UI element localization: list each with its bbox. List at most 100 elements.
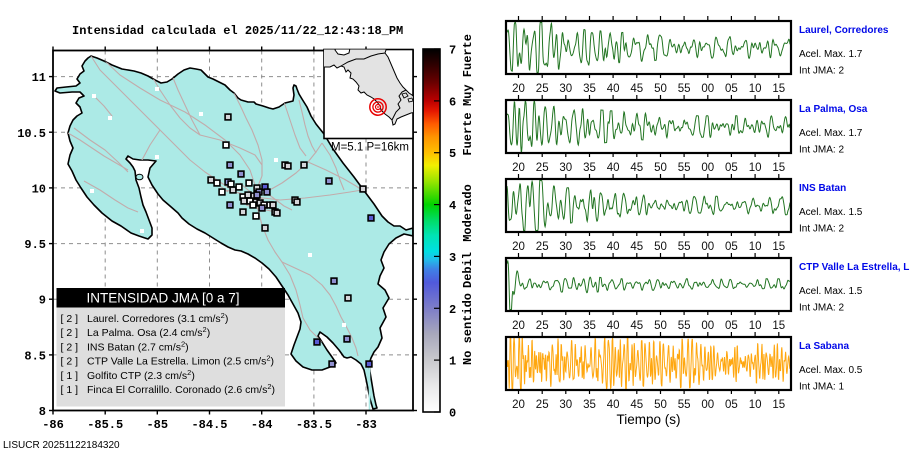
svg-text:Laurel. Corredores (3.1 cm/s2): Laurel. Corredores (3.1 cm/s2) [87,311,228,325]
svg-text:-83.5: -83.5 [296,418,332,432]
svg-text:LISUCR 20251122184320: LISUCR 20251122184320 [3,440,120,451]
svg-text:40: 40 [607,399,620,411]
svg-text:15: 15 [772,320,785,332]
svg-text:50: 50 [654,320,667,332]
svg-text:La Palma, Osa: La Palma, Osa [799,104,868,115]
svg-text:50: 50 [654,241,667,253]
svg-text:20: 20 [512,162,525,174]
svg-text:No sentido: No sentido [461,293,475,365]
svg-text:50: 50 [654,399,667,411]
svg-text:Int JMA: 1: Int JMA: 1 [799,382,844,393]
svg-text:10: 10 [749,162,762,174]
svg-text:4: 4 [449,199,456,213]
svg-text:45: 45 [630,399,643,411]
svg-text:30: 30 [559,162,572,174]
svg-text:55: 55 [678,83,691,95]
svg-text:Intensidad calculada el 2025/1: Intensidad calculada el 2025/11/22_12:43… [72,24,403,38]
svg-text:55: 55 [678,399,691,411]
svg-text:45: 45 [630,162,643,174]
svg-text:1: 1 [449,355,456,369]
svg-text:INTENSIDAD JMA [0 a 7]: INTENSIDAD JMA [0 a 7] [86,291,239,306]
svg-text:25: 25 [536,83,549,95]
svg-text:15: 15 [772,162,785,174]
svg-text:8: 8 [39,405,46,419]
svg-text:20: 20 [512,83,525,95]
svg-text:05: 05 [725,241,738,253]
svg-text:8.5: 8.5 [24,349,46,363]
svg-text:M=5.1 P=16km: M=5.1 P=16km [331,142,409,154]
svg-text:0: 0 [449,407,456,421]
svg-text:INS Batan: INS Batan [799,183,846,194]
svg-text:15: 15 [772,83,785,95]
svg-text:-86: -86 [42,418,64,432]
svg-text:Tiempo (s): Tiempo (s) [616,412,680,427]
svg-text:Acel. Max. 1.5: Acel. Max. 1.5 [799,207,863,218]
svg-text:9: 9 [39,294,46,308]
svg-text:00: 00 [701,320,714,332]
svg-text:15: 15 [772,399,785,411]
svg-text:[ 1 ]: [ 1 ] [61,384,79,396]
svg-text:Fuerte: Fuerte [461,112,475,155]
svg-text:40: 40 [607,162,620,174]
svg-text:10: 10 [749,83,762,95]
svg-text:40: 40 [607,241,620,253]
svg-text:20: 20 [512,399,525,411]
svg-text:30: 30 [559,320,572,332]
svg-text:30: 30 [559,399,572,411]
svg-text:45: 45 [630,320,643,332]
svg-text:50: 50 [654,83,667,95]
svg-text:00: 00 [701,162,714,174]
svg-text:11: 11 [32,71,46,85]
svg-text:40: 40 [607,83,620,95]
svg-text:35: 35 [583,162,596,174]
svg-text:Moderado: Moderado [461,184,475,242]
svg-text:35: 35 [583,241,596,253]
svg-text:00: 00 [701,241,714,253]
svg-text:[ 1 ]: [ 1 ] [61,370,79,382]
svg-text:25: 25 [536,399,549,411]
svg-text:Debil: Debil [461,252,475,288]
svg-text:50: 50 [654,162,667,174]
svg-text:Muy Fuerte: Muy Fuerte [461,34,475,106]
svg-text:-83: -83 [355,418,377,432]
svg-text:05: 05 [725,83,738,95]
svg-text:5: 5 [449,147,456,161]
svg-text:10.5: 10.5 [17,127,46,141]
svg-text:35: 35 [583,399,596,411]
svg-text:55: 55 [678,241,691,253]
svg-text:30: 30 [559,241,572,253]
svg-text:6: 6 [449,95,456,109]
svg-text:55: 55 [678,320,691,332]
svg-text:La Sabana: La Sabana [799,341,849,352]
svg-text:Acel. Max. 0.5: Acel. Max. 0.5 [799,365,863,376]
svg-text:-85: -85 [146,418,168,432]
svg-text:25: 25 [536,320,549,332]
svg-text:00: 00 [701,399,714,411]
svg-text:Acel. Max. 1.7: Acel. Max. 1.7 [799,128,863,139]
svg-text:[ 2 ]: [ 2 ] [61,356,79,368]
svg-text:Int JMA: 2: Int JMA: 2 [799,303,844,314]
svg-text:Int JMA: 2: Int JMA: 2 [799,66,844,77]
svg-text:Laurel, Corredores: Laurel, Corredores [799,25,889,36]
svg-text:Int JMA: 2: Int JMA: 2 [799,145,844,156]
svg-text:20: 20 [512,241,525,253]
svg-text:45: 45 [630,241,643,253]
svg-text:Golfito CTP (2.3 cm/s2): Golfito CTP (2.3 cm/s2) [87,368,195,382]
svg-text:CTP Valle La Estrella, L: CTP Valle La Estrella, L [799,262,909,273]
svg-text:-84.5: -84.5 [191,418,227,432]
svg-text:Acel. Max. 1.7: Acel. Max. 1.7 [799,49,863,60]
svg-text:05: 05 [725,162,738,174]
svg-text:10: 10 [32,182,46,196]
svg-text:7: 7 [449,44,456,58]
svg-text:10: 10 [749,241,762,253]
svg-text:3: 3 [449,251,456,265]
svg-text:05: 05 [725,399,738,411]
svg-text:35: 35 [583,320,596,332]
svg-text:[ 2 ]: [ 2 ] [61,341,79,353]
svg-text:9.5: 9.5 [24,238,46,252]
svg-text:30: 30 [559,83,572,95]
svg-text:15: 15 [772,241,785,253]
svg-text:2: 2 [449,303,456,317]
svg-text:Acel. Max. 1.5: Acel. Max. 1.5 [799,286,863,297]
svg-text:20: 20 [512,320,525,332]
